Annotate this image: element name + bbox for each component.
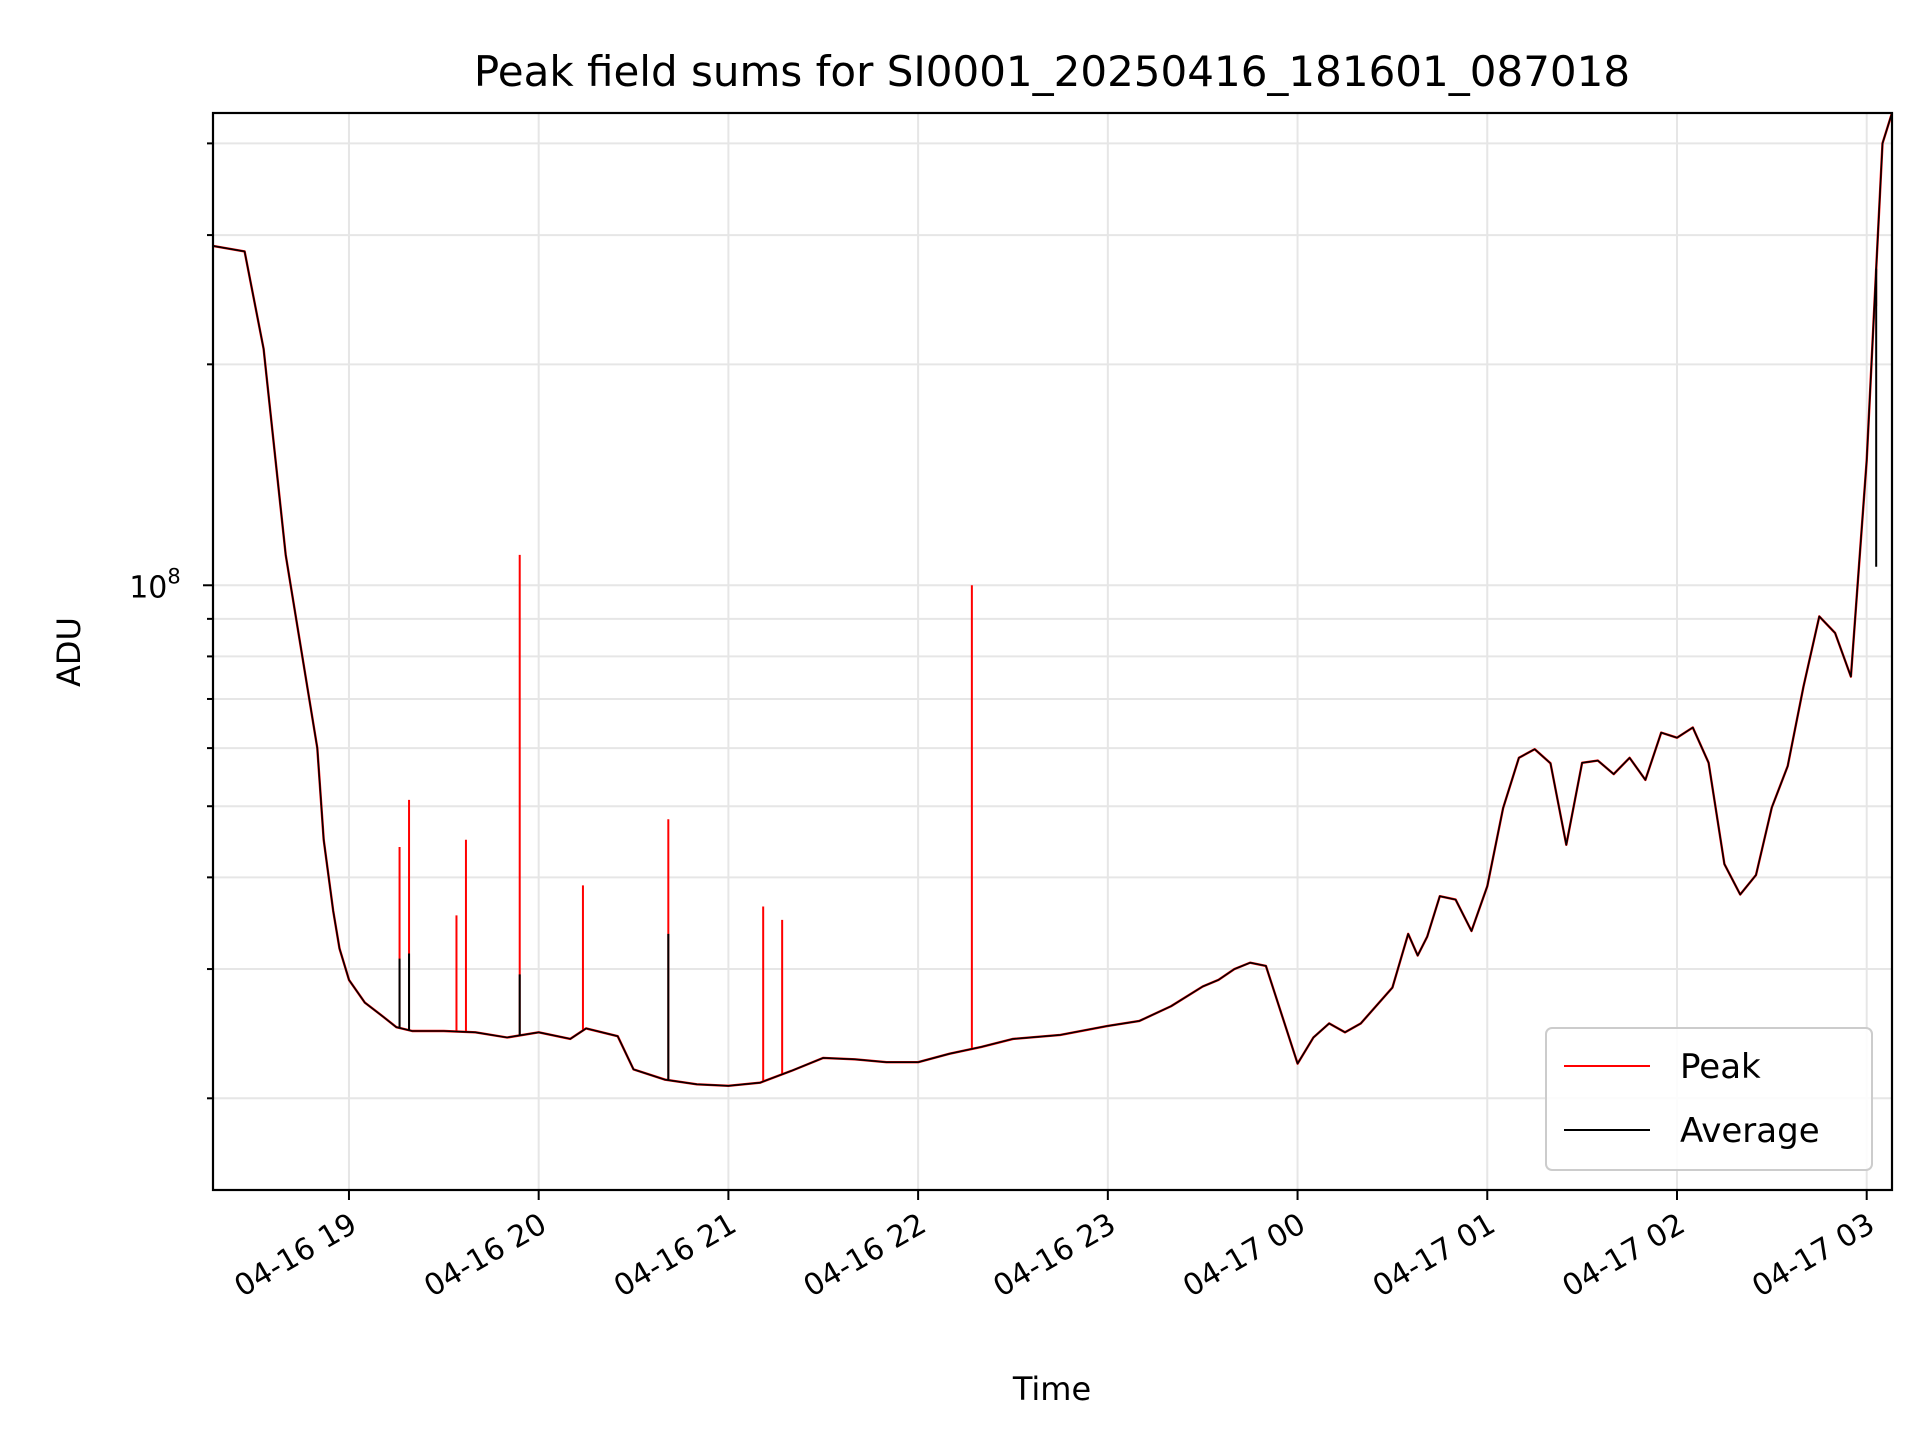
- x-tick-label: 04-16 20: [418, 1207, 552, 1305]
- x-tick-label: 04-16 23: [988, 1207, 1122, 1305]
- x-tick-label: 04-16 21: [608, 1207, 742, 1305]
- series-layer: [212, 112, 1894, 1087]
- x-axis-label: Time: [1012, 1370, 1091, 1408]
- series-line-average: [212, 112, 1893, 1087]
- y-axis-label: ADU: [50, 617, 88, 687]
- legend: Peak Average: [1545, 1027, 1873, 1171]
- y-tick-label: 108: [129, 564, 181, 605]
- grid: [213, 113, 1892, 1190]
- chart-title: Peak field sums for SI0001_20250416_1816…: [474, 47, 1630, 96]
- series-peak: [212, 112, 1894, 1087]
- x-tick-label: 04-16 19: [229, 1207, 363, 1305]
- plot-frame: [211, 111, 1894, 1192]
- legend-label-peak: Peak: [1680, 1047, 1761, 1087]
- legend-label-average: Average: [1680, 1111, 1820, 1151]
- x-tick-label: 04-17 02: [1557, 1207, 1691, 1305]
- x-tick-label: 04-16 22: [798, 1207, 932, 1305]
- series-average: [212, 112, 1893, 1087]
- x-tick-label: 04-17 00: [1177, 1207, 1311, 1305]
- x-tick-label: 04-17 03: [1746, 1207, 1880, 1305]
- series-line-peak: [212, 112, 1894, 1087]
- x-tick-label: 04-17 01: [1367, 1207, 1501, 1305]
- legend-box: [1545, 1027, 1873, 1171]
